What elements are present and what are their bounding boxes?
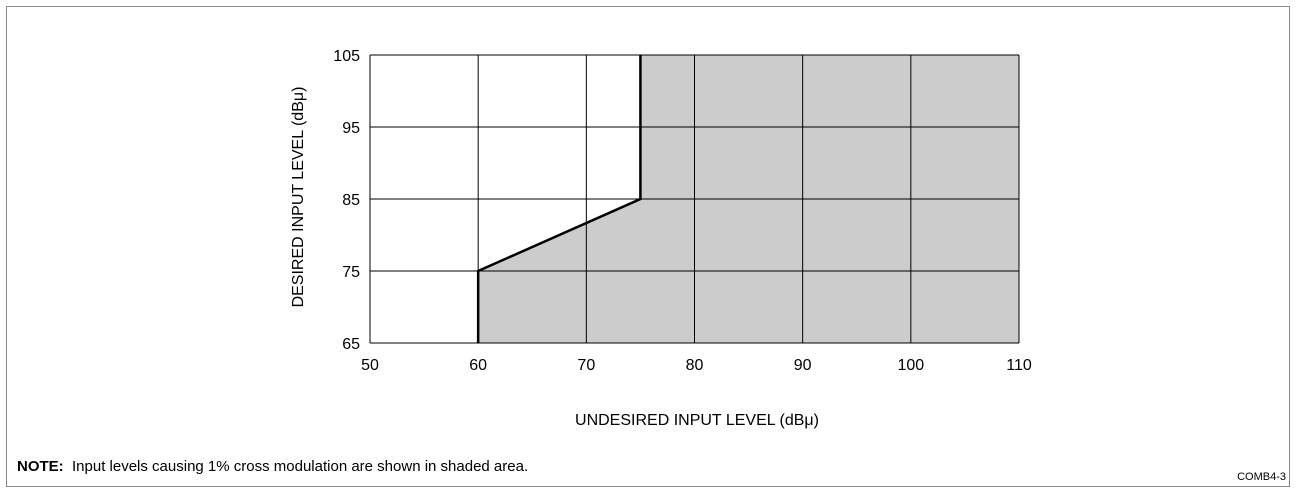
- x-tick-label-60: 60: [469, 357, 487, 374]
- x-tick-label-50: 50: [361, 357, 379, 374]
- figure-code: COMB4-3: [1237, 471, 1286, 483]
- note-label: NOTE:: [17, 458, 64, 475]
- boundary-layer: [476, 55, 642, 343]
- x-axis-label: UNDESIRED INPUT LEVEL (dBμ): [575, 412, 819, 429]
- figure-frame: [6, 6, 1290, 487]
- boundary-line: [476, 55, 642, 343]
- y-tick-label-65: 65: [342, 336, 360, 353]
- note-text: Input levels causing 1% cross modulation…: [72, 458, 529, 475]
- y-tick-label-105: 105: [333, 48, 360, 65]
- note: NOTE: Input levels causing 1% cross modu…: [17, 458, 528, 475]
- tick-label-layer: 50 60 70 80 90 100 110 65 75 85 95 105: [333, 48, 1032, 374]
- y-tick-label-95: 95: [342, 120, 360, 137]
- x-tick-label-70: 70: [577, 357, 595, 374]
- y-tick-label-75: 75: [342, 264, 360, 281]
- y-tick-label-85: 85: [342, 192, 360, 209]
- x-tick-label-100: 100: [897, 357, 924, 374]
- x-tick-label-110: 110: [1006, 357, 1032, 374]
- y-axis-label: DESIRED INPUT LEVEL (dBμ): [290, 87, 307, 308]
- x-tick-label-80: 80: [686, 357, 704, 374]
- x-tick-label-90: 90: [794, 357, 812, 374]
